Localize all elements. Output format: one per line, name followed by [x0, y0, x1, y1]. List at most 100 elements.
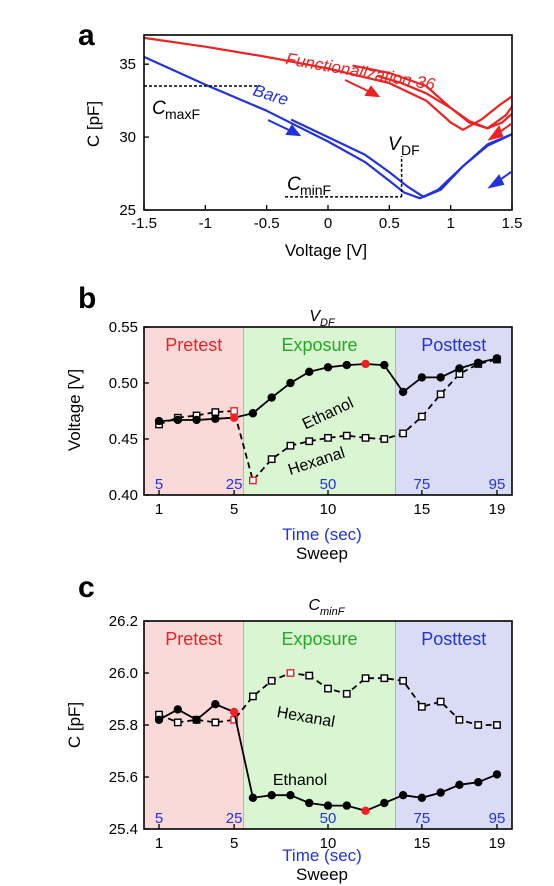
point-hexanal	[436, 697, 445, 706]
point-ethanol	[474, 778, 483, 787]
x-tick-label: 10	[320, 501, 337, 518]
point-ethanol	[248, 409, 258, 418]
curve-functionalization-3	[376, 74, 513, 130]
vdf-label-sub: DF	[401, 142, 420, 158]
point-hexanal	[230, 715, 239, 724]
y-tick-label: 0.55	[109, 319, 138, 336]
panel-b-plot	[154, 354, 502, 485]
point-ethanol	[436, 373, 445, 382]
point-ethanol	[492, 354, 502, 363]
point-ethanol	[248, 793, 258, 802]
point-ethanol	[173, 705, 182, 714]
y-tick-label: 26.0	[109, 665, 138, 682]
point-hexanal	[380, 674, 389, 683]
point-hexanal	[342, 431, 351, 440]
point-ethanol	[398, 387, 408, 397]
arrow-red-forward	[344, 79, 381, 98]
time-tick-label: 5	[155, 476, 163, 493]
point-hexanal	[248, 692, 257, 701]
curve-functionalization-1	[143, 36, 513, 131]
point-ethanol	[342, 360, 351, 370]
curve-bare-2	[290, 118, 513, 198]
point-ethanol	[305, 798, 314, 808]
time-tick-label: 25	[226, 476, 243, 493]
point-ethanol	[436, 788, 445, 797]
point-hexanal	[211, 408, 220, 417]
y-tick-label: 25.4	[109, 821, 138, 838]
panel-a-label: a	[78, 19, 95, 52]
point-ethanol	[398, 791, 408, 800]
y-tick-label: 35	[119, 56, 136, 73]
time-tick-label: 75	[414, 476, 431, 493]
panel-a-ylabel: C [pF]	[84, 101, 103, 147]
panel-c-time-label: Time (sec)	[282, 846, 362, 865]
time-tick-label: 5	[155, 810, 163, 827]
region-exposure	[243, 327, 396, 495]
point-ethanol	[323, 363, 333, 372]
point-ethanol	[192, 415, 201, 425]
panel-b: b V DF Pretest Exposure Posttest 1 5 10 15 195…	[65, 282, 513, 563]
point-ethanol	[211, 700, 220, 709]
x-tick-label: 5	[230, 501, 238, 518]
point-ethanol	[323, 801, 333, 810]
y-tick-label: 25.8	[109, 717, 138, 734]
panel-c-label: c	[78, 571, 95, 604]
point-ethanol	[192, 715, 201, 724]
point-hexanal	[267, 455, 276, 464]
point-ethanol	[154, 715, 164, 724]
x-tick-label: -1.5	[131, 215, 157, 232]
arrow-blue-forward	[267, 119, 302, 137]
point-ethanol	[286, 378, 295, 388]
time-tick-label: 50	[320, 476, 337, 493]
cminf-label-sub: minF	[300, 182, 331, 198]
x-tick-label: 10	[320, 835, 337, 852]
point-hexanal	[324, 684, 332, 693]
point-hexanal	[361, 433, 370, 442]
point-hexanal	[380, 435, 389, 443]
panel-b-title-main: V	[309, 308, 321, 325]
panel-b-ticks: 1 5 10 15 195 25 50 75 950.400.450.500.55	[109, 319, 506, 518]
point-ethanol	[361, 359, 370, 369]
y-tick-label: 0.50	[109, 375, 138, 392]
point-hexanal	[399, 429, 408, 438]
x-tick-label: -0.5	[254, 215, 280, 232]
point-hexanal	[493, 721, 501, 729]
x-tick-label: 5	[230, 835, 238, 852]
x-tick-label: 1	[446, 215, 454, 232]
point-hexanal	[230, 407, 239, 415]
region-label-posttest: Posttest	[421, 335, 486, 355]
point-hexanal	[455, 715, 464, 724]
panel-c-ylabel: C [pF]	[65, 702, 84, 748]
x-tick-label: 1	[155, 835, 163, 852]
panel-c: c C minF Pretest Exposure Posttest 1 5 10 15 1…	[65, 571, 513, 884]
y-tick-label: 26.2	[109, 613, 138, 630]
x-tick-label: 15	[414, 835, 431, 852]
point-ethanol	[361, 806, 370, 815]
cminf-label: C	[287, 174, 301, 195]
panel-a-ticks: -1.5 -1 -0.5 0 0.5 1 1.5 25 30 35	[119, 56, 522, 232]
y-tick-label: 0.45	[109, 431, 138, 448]
point-hexanal	[399, 676, 408, 685]
time-tick-label: 75	[414, 810, 431, 827]
point-ethanol	[286, 791, 295, 800]
region-pretest	[144, 327, 244, 495]
point-ethanol	[267, 791, 276, 800]
panel-c-xlabel: Sweep	[296, 865, 348, 884]
point-ethanol	[474, 358, 483, 368]
y-tick-label: 25	[119, 202, 136, 219]
y-tick-label: 25.6	[109, 769, 138, 786]
panel-a-curves	[143, 36, 513, 200]
point-ethanol	[417, 793, 427, 802]
region-pretest	[144, 621, 244, 829]
point-hexanal	[342, 689, 351, 698]
point-ethanol	[380, 798, 389, 808]
time-tick-label: 95	[489, 476, 506, 493]
curve-bare-1	[143, 55, 513, 200]
x-tick-label: 1.5	[502, 215, 523, 232]
point-ethanol	[229, 413, 239, 422]
panel-b-regions: Pretest Exposure Posttest	[144, 327, 513, 495]
region-label-pretest: Pretest	[165, 629, 222, 649]
point-hexanal	[436, 390, 445, 399]
